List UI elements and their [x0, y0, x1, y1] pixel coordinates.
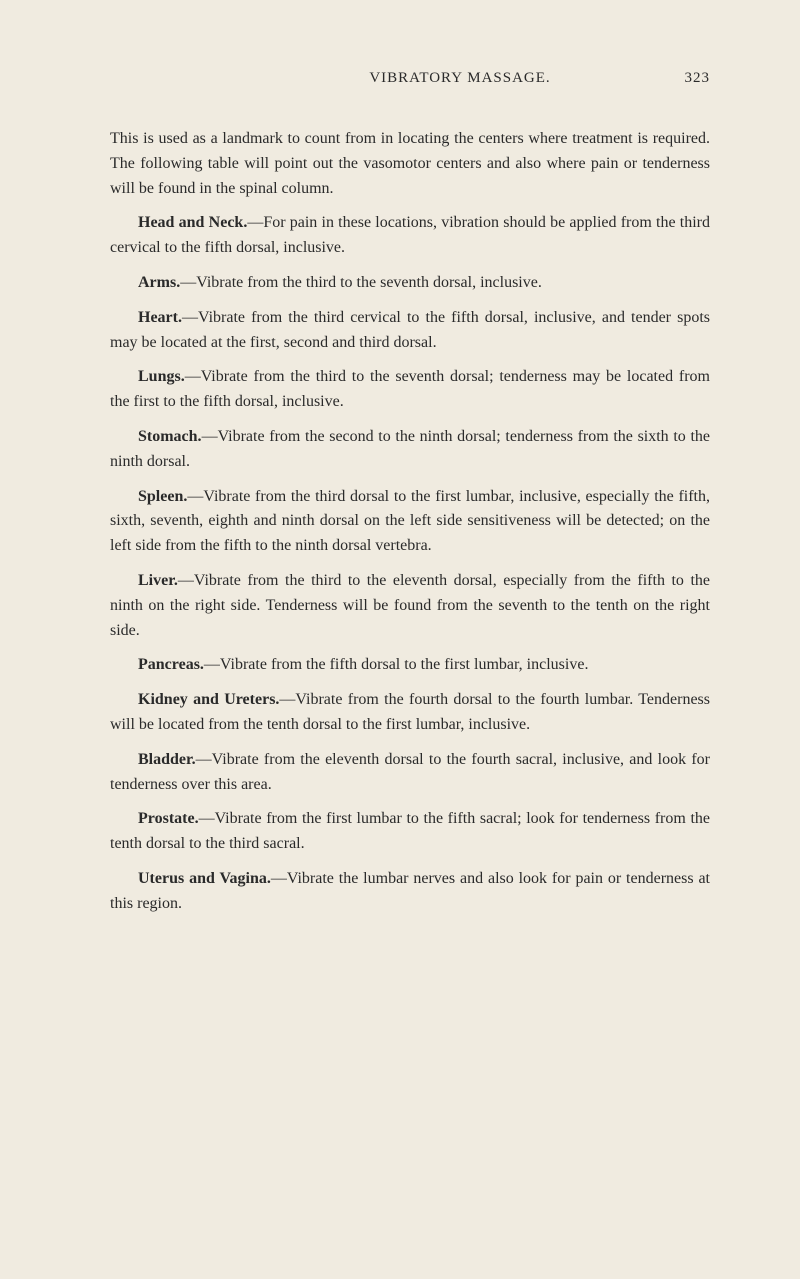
entry-label: Pancreas.	[138, 656, 204, 673]
intro-paragraph: This is used as a landmark to count from…	[110, 127, 710, 201]
entry-label: Uterus and Vagina.	[138, 870, 271, 887]
entry-paragraph: Stomach.—Vibrate from the second to the …	[110, 425, 710, 475]
entry-paragraph: Bladder.—Vibrate from the eleventh dorsa…	[110, 748, 710, 798]
entry-paragraph: Lungs.—Vibrate from the third to the sev…	[110, 365, 710, 415]
entry-text: —Vibrate from the third dorsal to the fi…	[110, 488, 710, 555]
entry-label: Heart.	[138, 309, 182, 326]
entry-label: Head and Neck.	[138, 214, 247, 231]
entry-label: Lungs.	[138, 368, 185, 385]
entry-label: Liver.	[138, 572, 178, 589]
entry-paragraph: Head and Neck.—For pain in these locatio…	[110, 211, 710, 261]
page-number: 323	[685, 70, 711, 87]
entry-text: —Vibrate from the first lumbar to the fi…	[110, 810, 710, 852]
entry-label: Kidney and Ureters.	[138, 691, 279, 708]
entry-paragraph: Kidney and Ureters.—Vibrate from the fou…	[110, 688, 710, 738]
entry-text: —Vibrate from the third to the eleventh …	[110, 572, 710, 639]
entries-container: Head and Neck.—For pain in these locatio…	[110, 211, 710, 916]
entry-paragraph: Prostate.—Vibrate from the first lumbar …	[110, 807, 710, 857]
entry-label: Prostate.	[138, 810, 199, 827]
entry-paragraph: Heart.—Vibrate from the third cervical t…	[110, 306, 710, 356]
entry-text: —Vibrate from the third to the seventh d…	[110, 368, 710, 410]
entry-paragraph: Uterus and Vagina.—Vibrate the lumbar ne…	[110, 867, 710, 917]
entry-text: —Vibrate from the eleventh dorsal to the…	[110, 751, 710, 793]
entry-text: —Vibrate from the third cervical to the …	[110, 309, 710, 351]
entry-label: Stomach.	[138, 428, 202, 445]
entry-text: —Vibrate from the third to the seventh d…	[180, 274, 542, 291]
entry-label: Spleen.	[138, 488, 187, 505]
entry-text: —Vibrate from the fifth dorsal to the fi…	[204, 656, 589, 673]
header-title: VIBRATORY MASSAGE.	[210, 70, 710, 87]
page-header: VIBRATORY MASSAGE. 323	[110, 70, 710, 87]
entry-paragraph: Spleen.—Vibrate from the third dorsal to…	[110, 485, 710, 559]
entry-label: Arms.	[138, 274, 180, 291]
entry-paragraph: Liver.—Vibrate from the third to the ele…	[110, 569, 710, 643]
entry-paragraph: Arms.—Vibrate from the third to the seve…	[110, 271, 710, 296]
entry-paragraph: Pancreas.—Vibrate from the fifth dorsal …	[110, 653, 710, 678]
entry-label: Bladder.	[138, 751, 196, 768]
